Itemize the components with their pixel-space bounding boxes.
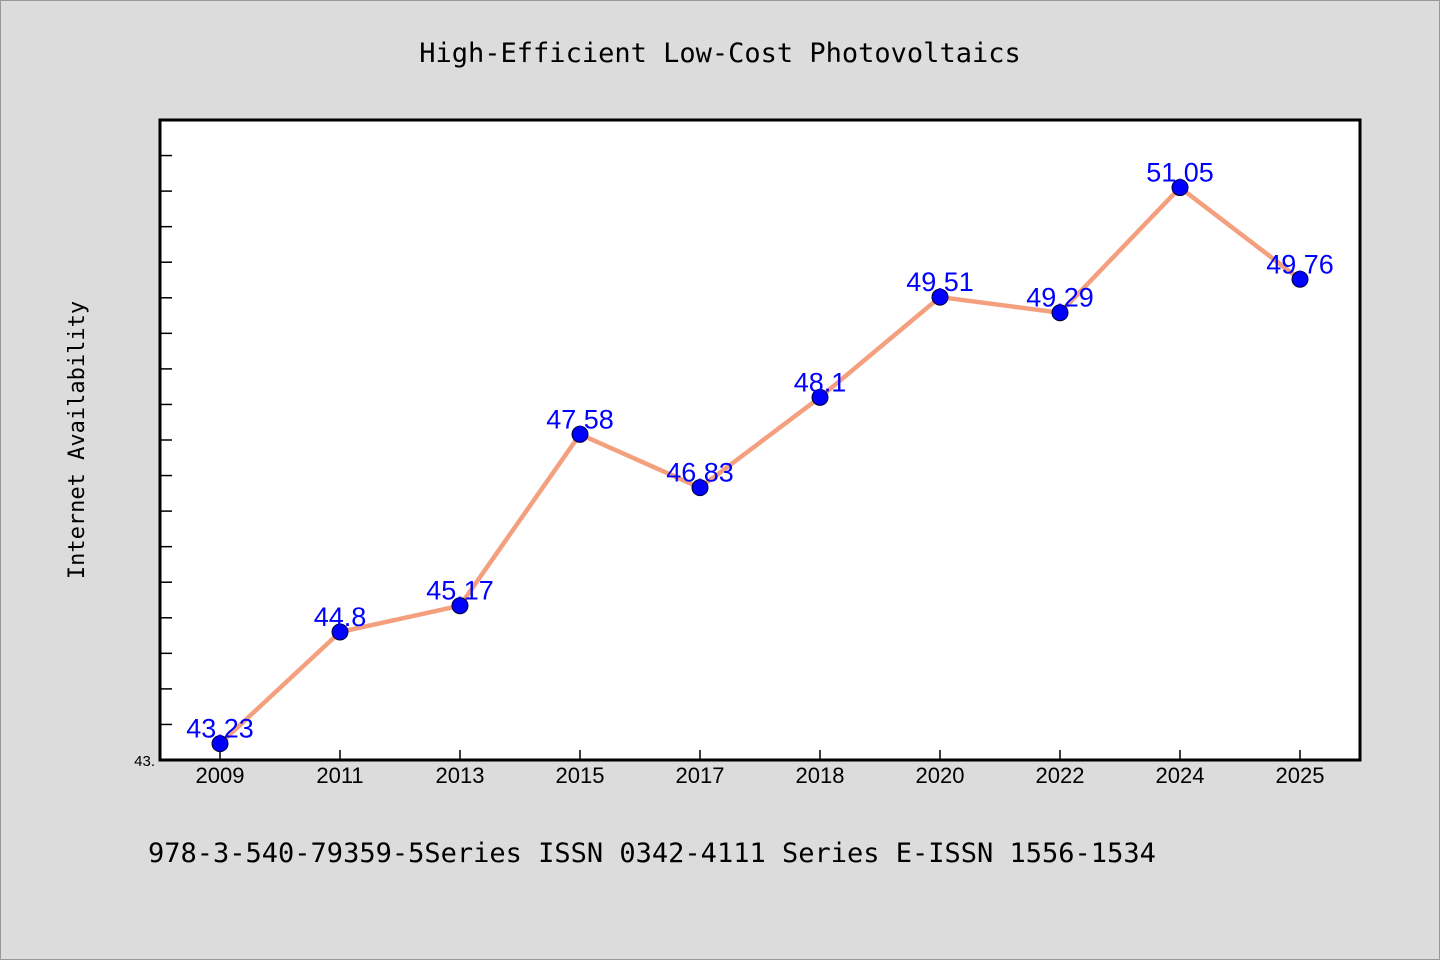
data-label: 48.1 <box>794 367 847 397</box>
data-point <box>931 288 949 306</box>
data-point <box>811 388 829 406</box>
data-label: 43.23 <box>186 714 254 744</box>
data-point <box>571 425 589 443</box>
data-label: 44.8 <box>314 602 367 632</box>
x-tick-label: 2011 <box>316 763 363 788</box>
data-label: 47.58 <box>546 404 614 434</box>
data-label: 49.29 <box>1026 283 1094 313</box>
series-line-group <box>217 185 1303 746</box>
series-markers <box>211 179 1309 753</box>
data-label: 46.83 <box>666 458 734 488</box>
data-point <box>1291 270 1309 288</box>
x-tick-label: 2013 <box>436 763 485 788</box>
x-tick-label: 2009 <box>196 763 245 788</box>
y-axis-ticks <box>160 154 172 726</box>
data-point <box>691 479 709 497</box>
x-tick-label: 2017 <box>676 763 725 788</box>
x-tick-label: 2015 <box>556 763 605 788</box>
data-point <box>1051 304 1069 322</box>
y-tick-label: 43. <box>134 753 155 770</box>
y-axis-label: Internet Availability <box>65 301 90 579</box>
data-labels: 43.23 44.8 45.17 47.58 46.83 48.1 49.51 49.29 51… <box>186 158 1334 744</box>
x-tick-label: 2020 <box>916 763 965 788</box>
x-tick-label: 2018 <box>796 763 845 788</box>
data-label: 45.17 <box>426 576 494 606</box>
data-label: 49.51 <box>906 267 974 297</box>
plot-frame <box>158 118 1362 762</box>
x-tick-label: 2022 <box>1036 763 1085 788</box>
data-point <box>211 735 229 753</box>
data-point <box>1171 179 1189 197</box>
series-line <box>217 185 1303 746</box>
data-label: 51.05 <box>1146 158 1214 188</box>
x-tick-label: 2025 <box>1276 763 1325 788</box>
data-label: 49.76 <box>1266 249 1334 279</box>
x-tick-label: 2024 <box>1156 763 1205 788</box>
data-point <box>331 623 349 641</box>
chart-title: High-Efficient Low-Cost Photovoltaics <box>419 38 1020 69</box>
data-point <box>451 597 469 615</box>
footer-text: 978-3-540-79359-5Series ISSN 0342-4111 S… <box>148 838 1156 869</box>
x-axis-ticks: 2009 2011 2013 2015 2017 2018 2020 2022 2024 2025 <box>196 750 1325 788</box>
